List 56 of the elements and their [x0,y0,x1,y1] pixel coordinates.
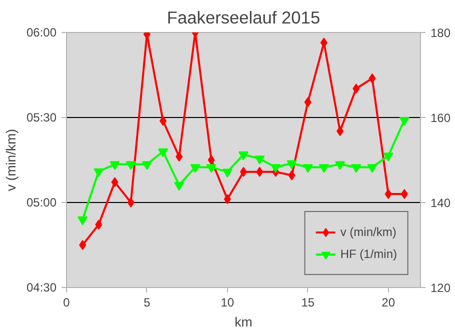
y-tick-label: 05:00 [26,196,57,210]
y-tick-label: 05:30 [26,110,57,124]
y-tick-label: 04:30 [26,280,57,294]
y2-tick-label: 140 [430,196,451,210]
point [94,168,104,178]
point [254,156,265,164]
x-axis-title: km [234,314,252,330]
point [384,189,392,199]
point [368,73,376,84]
x-tick-label: 20 [382,296,396,310]
point [383,152,394,162]
point [95,220,102,230]
x-tick-label: 10 [220,296,234,310]
point [286,160,297,170]
point [270,164,281,173]
point [208,155,215,165]
chart-title: Faakerseelauf 2015 [166,8,320,28]
point [399,116,410,126]
point [110,161,120,170]
point [78,216,88,226]
y2-tick-label: 180 [430,26,451,40]
legend-label: HF (1/min) [340,247,397,261]
point [111,177,118,188]
x-tick-label: 5 [144,296,151,310]
x-tick-label: 15 [301,296,315,310]
point [318,164,329,173]
point [127,198,134,208]
point [304,97,312,108]
point [206,164,216,173]
point [238,151,248,160]
y-axis-title: v (min/km) [3,128,18,192]
point [176,152,183,162]
point [79,240,86,250]
point [190,164,200,173]
point [158,148,168,158]
point [351,164,362,173]
point [336,126,344,136]
point [142,161,152,170]
point [174,182,184,191]
point [160,116,167,126]
point [320,38,328,48]
point [126,161,136,170]
point [367,164,378,173]
point [302,164,313,173]
point [400,189,408,199]
point [256,166,264,177]
y2-tick-label: 120 [430,281,451,295]
y2-tick-label: 160 [430,111,451,125]
point [288,170,296,180]
point [222,168,232,178]
x-tick-label: 0 [63,296,70,310]
y-tick-label: 06:00 [26,26,57,40]
point [335,161,346,170]
legend-label: v (min/km) [340,225,396,239]
point [224,194,231,204]
point [352,84,360,94]
